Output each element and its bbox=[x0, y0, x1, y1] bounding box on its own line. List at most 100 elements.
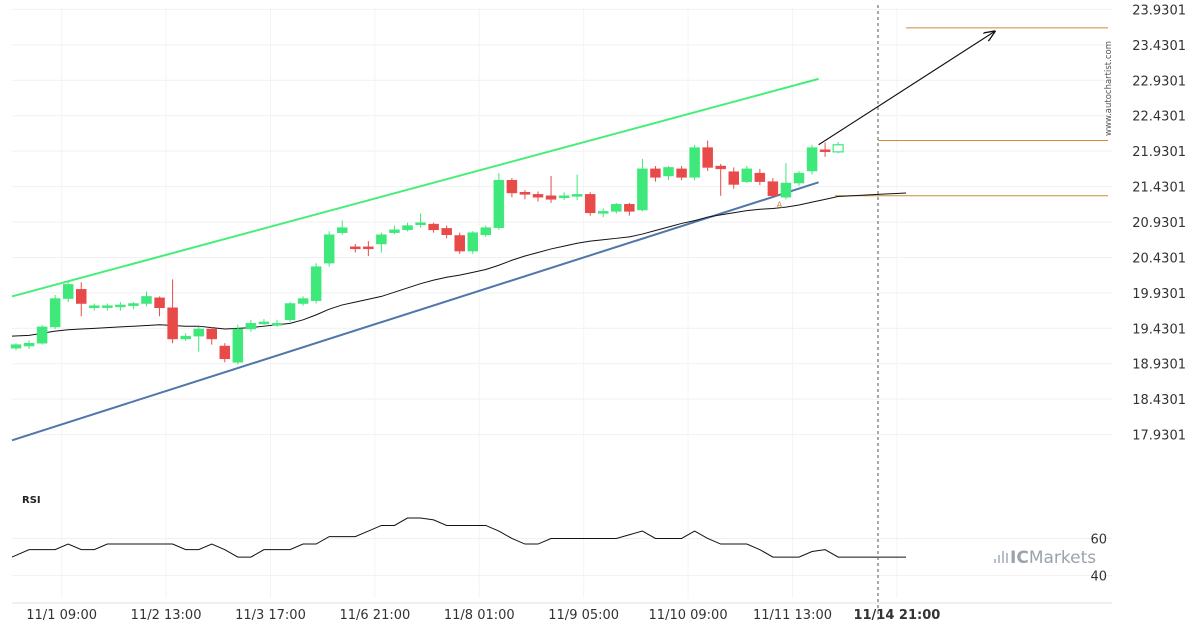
candle-body bbox=[519, 192, 531, 195]
candle-body bbox=[102, 305, 113, 308]
candle-body bbox=[389, 229, 400, 233]
candle-body bbox=[10, 344, 22, 349]
candle-body bbox=[663, 167, 674, 177]
candle-body bbox=[793, 172, 805, 184]
candle-body bbox=[467, 232, 478, 252]
candle bbox=[767, 178, 779, 198]
candle-body bbox=[128, 303, 139, 306]
candle bbox=[793, 170, 805, 186]
channel-trendlines bbox=[11, 77, 819, 442]
candle-body bbox=[637, 168, 648, 211]
candle-body bbox=[689, 147, 700, 178]
candle-body bbox=[571, 194, 583, 197]
candle bbox=[350, 243, 361, 253]
candle bbox=[532, 191, 544, 202]
candle bbox=[206, 326, 217, 345]
candle bbox=[506, 178, 518, 198]
time-tick-label: 11/2 13:00 bbox=[131, 608, 202, 623]
breakout-marker: A bbox=[776, 201, 783, 211]
rsi-line bbox=[11, 517, 906, 558]
upper-channel-line bbox=[11, 77, 819, 298]
candle bbox=[702, 140, 713, 171]
candle bbox=[154, 296, 165, 317]
candle-body bbox=[493, 179, 505, 228]
candle bbox=[519, 190, 531, 200]
candle-body bbox=[193, 328, 204, 337]
candle bbox=[271, 319, 283, 327]
candle bbox=[663, 166, 674, 181]
price-tick-label: 20.4301 bbox=[1132, 251, 1186, 266]
candle-body bbox=[363, 246, 374, 250]
time-tick-label: 11/3 17:00 bbox=[235, 608, 306, 623]
candle-body bbox=[258, 321, 270, 325]
candle-body bbox=[141, 296, 152, 304]
candle bbox=[598, 208, 609, 218]
candle bbox=[558, 192, 570, 201]
candle-body bbox=[62, 284, 74, 299]
candle-body bbox=[532, 194, 544, 198]
price-tick-label: 18.4301 bbox=[1132, 393, 1186, 408]
candle-body bbox=[545, 195, 557, 200]
forecast-arrow bbox=[818, 31, 995, 146]
candle bbox=[389, 225, 400, 235]
candle bbox=[650, 166, 661, 182]
time-tick-label: 11/6 21:00 bbox=[339, 608, 410, 623]
candle bbox=[441, 225, 452, 239]
price-grid bbox=[12, 8, 1112, 598]
candle bbox=[323, 231, 335, 267]
candle bbox=[167, 279, 178, 344]
candle-body bbox=[754, 172, 766, 182]
candle bbox=[284, 302, 296, 322]
time-tick-label: 11/1 09:00 bbox=[26, 608, 97, 623]
price-tick-label: 18.9301 bbox=[1132, 358, 1186, 373]
candle bbox=[689, 144, 700, 181]
candle bbox=[415, 213, 426, 228]
moving-average-group bbox=[11, 192, 907, 337]
price-tick-label: 19.4301 bbox=[1132, 322, 1186, 337]
price-tick-label: 19.9301 bbox=[1132, 287, 1186, 302]
candle-body bbox=[297, 298, 309, 304]
brand-bars-icon bbox=[994, 551, 1008, 563]
candle-body bbox=[76, 289, 87, 304]
candle bbox=[310, 263, 322, 304]
time-axis: 11/1 09:00 11/2 13:00 11/3 17:00 11/6 21:00… bbox=[26, 608, 940, 623]
candles-group bbox=[10, 140, 844, 365]
candle bbox=[10, 343, 22, 351]
candle-body bbox=[310, 266, 322, 301]
candle-body bbox=[232, 328, 244, 363]
candle-body bbox=[806, 147, 818, 172]
candle bbox=[245, 319, 257, 332]
candle bbox=[180, 333, 191, 342]
candle-body bbox=[702, 147, 713, 168]
brand-name: Markets bbox=[1029, 548, 1096, 568]
candle-body bbox=[49, 298, 61, 328]
price-axis: 23.9301 23.4301 22.9301 22.4301 21.9301 21.43… bbox=[1132, 3, 1186, 443]
candle bbox=[715, 163, 726, 196]
candle-body bbox=[650, 168, 661, 178]
candle bbox=[36, 324, 48, 345]
candle-body bbox=[206, 328, 217, 340]
candle bbox=[376, 232, 387, 253]
candle bbox=[741, 166, 753, 184]
candle bbox=[480, 225, 492, 237]
candle-body bbox=[428, 223, 439, 231]
watermark: www.autochartist.com bbox=[1104, 41, 1114, 136]
candle bbox=[102, 303, 113, 311]
candle-body bbox=[376, 234, 387, 245]
candle bbox=[454, 232, 465, 254]
candle-body bbox=[715, 165, 726, 170]
brand-logo: ICMarkets bbox=[994, 548, 1096, 568]
candle bbox=[611, 202, 622, 214]
price-levels bbox=[835, 27, 1108, 197]
candle bbox=[363, 241, 374, 257]
candle bbox=[624, 202, 635, 216]
candle-body bbox=[219, 345, 231, 360]
candle-body bbox=[624, 204, 635, 212]
candle-body bbox=[676, 168, 687, 178]
candle bbox=[637, 158, 648, 212]
candle bbox=[219, 343, 231, 363]
rsi-title: RSI bbox=[22, 495, 41, 506]
candle bbox=[832, 141, 844, 154]
